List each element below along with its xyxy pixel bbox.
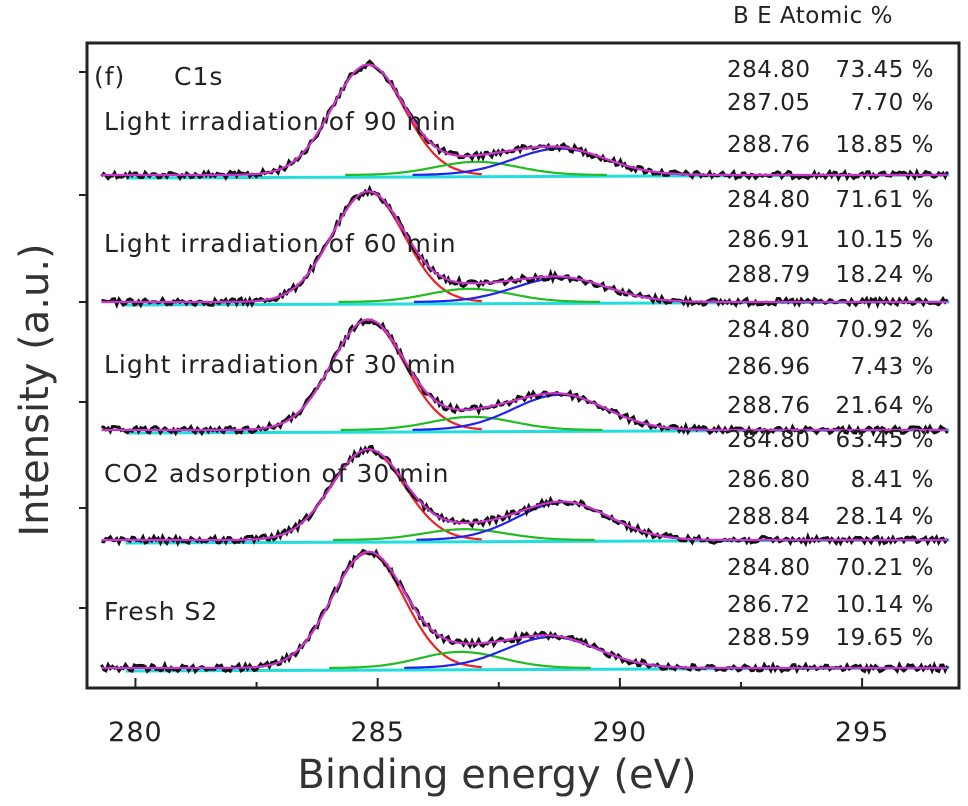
binding-energy-value: 284.80 [727, 317, 810, 343]
x-tick-label: 290 [593, 717, 648, 748]
binding-energy-value: 284.80 [727, 427, 810, 453]
fit-envelope-line [101, 63, 948, 177]
atomic-percent-value: 71.61 % [835, 187, 934, 213]
binding-energy-value: 287.05 [727, 90, 810, 116]
component-peak-line [333, 528, 595, 542]
binding-energy-value: 288.79 [727, 262, 810, 288]
panel-label: Fresh S2 [104, 597, 218, 626]
binding-energy-value: 284.80 [727, 57, 810, 83]
raw-data-line [100, 548, 949, 676]
component-peak-line [345, 160, 607, 176]
atomic-percent-value: 10.15 % [835, 227, 934, 253]
panel-label: Light irradiation of 60 min [104, 229, 457, 258]
atomic-percent-value: 7.43 % [851, 354, 934, 380]
binding-energy-value: 288.84 [727, 504, 810, 530]
fit-envelope-line [101, 448, 948, 542]
fit-envelope-line [101, 190, 948, 304]
binding-energy-value: 288.76 [727, 132, 810, 158]
x-axis-title: Binding energy (eV) [297, 752, 696, 798]
panel-label: Light irradiation of 30 min [104, 350, 457, 379]
y-axis-title: Intensity (a.u.) [12, 243, 58, 536]
panel-label: Light irradiation of 90 min [104, 107, 457, 136]
atomic-percent-value: 70.21 % [835, 555, 934, 581]
binding-energy-value: 288.59 [727, 625, 810, 651]
panel-tag: (f) [94, 62, 125, 91]
axes-group: 280 285 290 295 [79, 71, 890, 748]
atomic-percent-value: 8.41 % [851, 467, 934, 493]
atomic-percent-value: 7.70 % [851, 90, 934, 116]
panels-group: Light irradiation of 90 min 284.80 73.45 %… [100, 57, 950, 676]
spectrum-panel: Light irradiation of 90 min 284.80 73.45 %… [100, 57, 950, 183]
spectrum-panel: Light irradiation of 30 min 284.80 70.92 %… [101, 317, 950, 438]
component-peak-line [329, 650, 591, 670]
panel-label: CO2 adsorption of 30 min [104, 459, 449, 488]
spectrum-panel: Fresh S2 284.80 70.21 % 286.72 10.14 % 288.59… [100, 548, 950, 676]
plot-frame [85, 41, 961, 690]
raw-data-line [100, 59, 949, 183]
x-tick-label: 285 [350, 717, 405, 748]
atomic-percent-value: 18.24 % [835, 262, 934, 288]
atomic-percent-value: 10.14 % [835, 592, 934, 618]
binding-energy-value: 288.76 [727, 393, 810, 419]
binding-energy-value: 286.72 [727, 592, 810, 618]
atomic-percent-value: 28.14 % [835, 504, 934, 530]
header-be-atomic: B E Atomic % [733, 3, 893, 29]
atomic-percent-value: 18.85 % [835, 132, 934, 158]
binding-energy-value: 284.80 [727, 555, 810, 581]
binding-energy-value: 284.80 [727, 187, 810, 213]
atomic-percent-value: 70.92 % [835, 317, 934, 343]
binding-energy-value: 286.80 [727, 467, 810, 493]
fit-envelope-line [101, 318, 948, 432]
spectrum-panel: CO2 adsorption of 30 min 284.80 63.45 % 286… [101, 427, 950, 548]
component-peak-line [340, 415, 603, 431]
binding-energy-value: 286.91 [727, 227, 810, 253]
binding-energy-value: 286.96 [727, 354, 810, 380]
atomic-percent-value: 73.45 % [835, 57, 934, 83]
spectrum-panel: Light irradiation of 60 min 284.80 71.61 %… [101, 184, 950, 310]
component-peak-line [338, 287, 600, 303]
fit-envelope-line [101, 550, 948, 670]
element-label: C1s [174, 62, 223, 91]
atomic-percent-value: 21.64 % [835, 393, 934, 419]
atomic-percent-value: 63.45 % [835, 427, 934, 453]
x-tick-label: 280 [108, 717, 163, 748]
x-tick-label: 295 [835, 717, 890, 748]
component-peak-line [251, 551, 482, 669]
atomic-percent-value: 19.65 % [835, 625, 934, 651]
